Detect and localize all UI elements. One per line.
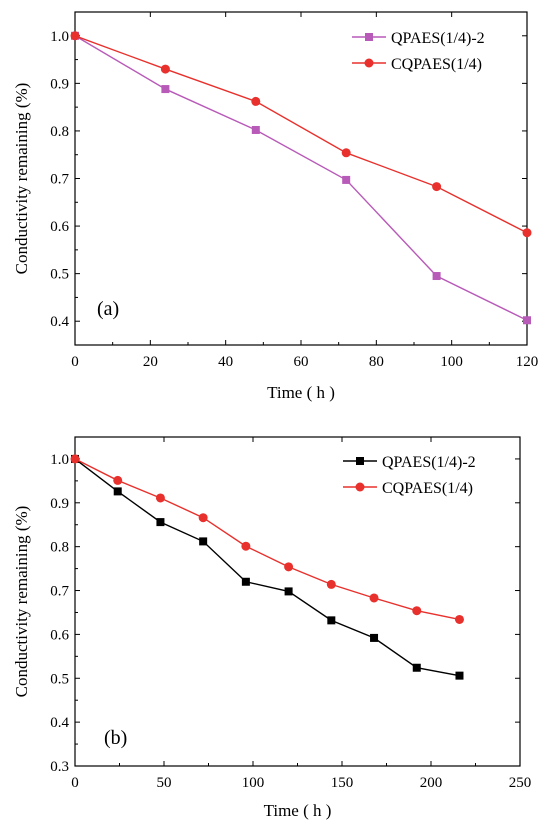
data-point xyxy=(156,518,165,527)
chart-panel-b: 0 50 100 150 200 250 0.3 0.4 0.5 0.6 0.7 0.8 0.9 1.0 T… xyxy=(12,436,532,820)
y-axis-title: Conductivity remaining (%) xyxy=(12,506,31,698)
series-2 xyxy=(70,31,532,238)
legend-entry: CQPAES(1/4) xyxy=(343,480,473,497)
data-point xyxy=(251,125,260,134)
data-point xyxy=(70,454,80,464)
legend-label: QPAES(1/4)-2 xyxy=(382,454,476,471)
data-point xyxy=(454,614,464,624)
data-point xyxy=(70,31,80,41)
data-point xyxy=(455,671,464,680)
x-tick-label: 120 xyxy=(516,354,539,370)
y-tick-label: 0.7 xyxy=(50,584,69,600)
data-point xyxy=(251,96,261,106)
y-tick-label: 0.4 xyxy=(50,715,69,731)
legend-marker xyxy=(365,33,373,41)
legend-label: CQPAES(1/4) xyxy=(391,56,482,73)
data-point xyxy=(432,182,442,192)
data-point xyxy=(284,562,294,572)
data-point xyxy=(199,537,208,546)
legend-entry: QPAES(1/4)-2 xyxy=(352,30,485,47)
legend-marker xyxy=(364,58,374,68)
data-point xyxy=(113,487,122,496)
series-line xyxy=(74,35,528,321)
x-tick-label: 20 xyxy=(143,354,158,370)
x-tick-label: 150 xyxy=(331,775,354,791)
data-point xyxy=(412,606,422,616)
series-line xyxy=(74,35,528,234)
data-point xyxy=(155,493,165,503)
data-point xyxy=(161,85,170,94)
y-tick-label: 0.9 xyxy=(50,76,69,92)
x-tick-label: 250 xyxy=(509,775,532,791)
x-tick-label: 40 xyxy=(218,354,233,370)
legend-entry: QPAES(1/4)-2 xyxy=(343,454,476,471)
legend-label: QPAES(1/4)-2 xyxy=(391,30,485,47)
data-point xyxy=(326,579,336,589)
legend-label: CQPAES(1/4) xyxy=(382,480,473,497)
data-point xyxy=(523,316,531,325)
y-tick-label: 0.5 xyxy=(50,267,69,283)
x-tick-label: 100 xyxy=(440,354,463,370)
panel-label: (b) xyxy=(104,727,127,749)
data-point xyxy=(284,587,293,596)
data-point xyxy=(327,616,336,625)
data-point xyxy=(432,272,441,281)
y-tick-label: 0.6 xyxy=(50,627,69,643)
x-tick-label: 0 xyxy=(71,354,79,370)
data-point xyxy=(198,513,208,523)
y-tick-label: 0.7 xyxy=(50,172,69,188)
series-1 xyxy=(71,454,464,680)
y-tick-label: 1.0 xyxy=(50,452,69,468)
y-tick-label: 0.3 xyxy=(50,759,69,775)
series-2 xyxy=(70,454,464,624)
data-point xyxy=(241,541,251,551)
x-tick-label: 100 xyxy=(242,775,265,791)
series-line xyxy=(74,458,460,621)
data-point xyxy=(370,633,379,642)
data-point xyxy=(522,228,532,238)
series-1 xyxy=(71,31,531,325)
data-point xyxy=(160,64,170,74)
panel-label: (a) xyxy=(97,298,119,320)
y-tick-label: 0.8 xyxy=(50,124,69,140)
legend-marker xyxy=(355,482,365,492)
x-tick-label: 80 xyxy=(369,354,384,370)
x-tick-label: 200 xyxy=(420,775,443,791)
y-tick-label: 0.8 xyxy=(50,540,69,556)
y-axis-title: Conductivity remaining (%) xyxy=(12,83,31,275)
y-tick-label: 0.9 xyxy=(50,496,69,512)
legend-marker xyxy=(356,457,364,465)
chart-panel-a: 0 20 40 60 80 100 120 0.4 0.5 0.6 0.7 0.8 0.9 1.0 Time… xyxy=(12,11,539,402)
data-point xyxy=(369,593,379,603)
data-point xyxy=(241,577,250,586)
x-axis-title: Time ( h ) xyxy=(267,383,335,402)
y-tick-label: 0.4 xyxy=(50,314,69,330)
x-tick-label: 50 xyxy=(157,775,172,791)
data-point xyxy=(341,148,351,158)
y-tick-label: 0.5 xyxy=(50,671,69,687)
y-tick-label: 0.6 xyxy=(50,219,69,235)
data-point xyxy=(113,475,123,485)
y-tick-label: 1.0 xyxy=(50,29,69,45)
x-axis-title: Time ( h ) xyxy=(264,801,332,820)
x-tick-label: 60 xyxy=(294,354,309,370)
series-line xyxy=(74,458,460,677)
legend-entry: CQPAES(1/4) xyxy=(352,56,482,73)
data-point xyxy=(412,663,421,672)
data-point xyxy=(342,175,351,184)
x-tick-label: 0 xyxy=(71,775,79,791)
